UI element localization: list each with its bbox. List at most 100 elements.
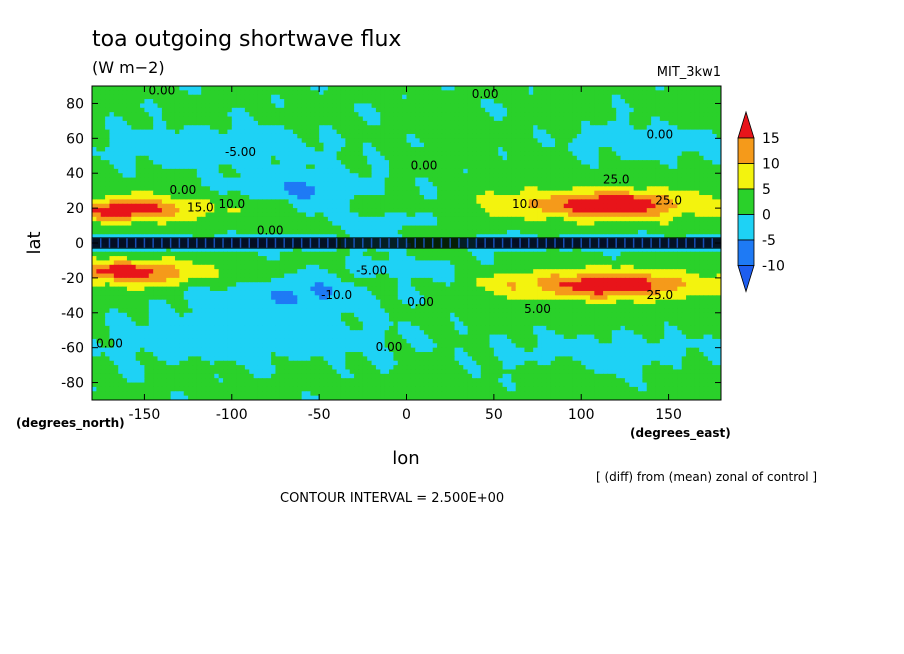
field-cell xyxy=(218,190,224,196)
field-cell xyxy=(393,99,399,105)
field-cell xyxy=(179,195,185,200)
field-cell xyxy=(638,99,643,105)
field-cell xyxy=(419,147,425,153)
field-cell xyxy=(358,94,364,100)
field-cell xyxy=(611,173,617,179)
field-cell xyxy=(410,147,416,153)
field-cell xyxy=(528,186,534,192)
field-cell xyxy=(148,129,154,135)
field-cell xyxy=(314,147,320,153)
field-cell xyxy=(223,133,229,139)
field-cell xyxy=(279,155,285,161)
field-cell xyxy=(279,177,285,183)
field-cell xyxy=(249,181,255,187)
field-cell xyxy=(358,155,364,161)
field-cell xyxy=(546,147,552,153)
field-cell xyxy=(284,173,290,179)
field-cell xyxy=(188,120,194,126)
field-cell xyxy=(314,138,320,144)
field-cell xyxy=(694,129,700,135)
field-cell xyxy=(367,112,373,118)
field-cell xyxy=(144,147,150,153)
field-cell xyxy=(262,86,268,91)
field-cell xyxy=(607,129,613,135)
field-cell xyxy=(633,190,639,196)
field-cell xyxy=(100,103,106,109)
field-cell xyxy=(450,160,456,166)
field-cell xyxy=(585,225,591,231)
field-cell xyxy=(485,160,491,166)
field-cell xyxy=(301,164,307,170)
field-cell xyxy=(533,208,539,214)
field-cell xyxy=(148,125,154,131)
field-cell xyxy=(541,195,547,200)
field-cell xyxy=(624,225,630,231)
field-cell xyxy=(677,186,683,192)
field-cell xyxy=(686,225,692,231)
field-cell xyxy=(349,129,355,135)
field-cell xyxy=(105,142,111,148)
field-cell xyxy=(310,177,316,183)
field-cell xyxy=(201,116,207,122)
field-cell xyxy=(148,103,154,109)
field-cell xyxy=(467,234,473,240)
field-cell xyxy=(537,186,543,192)
field-cell xyxy=(271,147,277,153)
field-cell xyxy=(306,86,311,91)
field-cell xyxy=(292,90,298,96)
field-cell xyxy=(257,216,263,222)
field-cell xyxy=(450,151,456,157)
field-cell xyxy=(642,190,648,196)
field-cell xyxy=(336,116,342,122)
field-cell xyxy=(214,99,220,105)
field-cell xyxy=(406,129,412,135)
field-cell xyxy=(327,173,333,179)
field-cell xyxy=(218,199,224,205)
field-cell xyxy=(415,177,421,183)
field-cell xyxy=(170,181,176,187)
field-cell xyxy=(480,125,486,131)
field-cell xyxy=(148,107,154,113)
field-cell xyxy=(485,94,491,100)
field-cell xyxy=(620,164,626,170)
field-cell xyxy=(284,212,290,218)
field-cell xyxy=(214,151,220,157)
field-cell xyxy=(511,221,517,227)
field-cell xyxy=(716,173,721,179)
field-cell xyxy=(362,86,368,91)
field-cell xyxy=(209,133,215,139)
field-cell xyxy=(493,107,499,113)
field-cell xyxy=(131,151,137,157)
field-cell xyxy=(196,138,202,144)
field-cell xyxy=(380,221,386,227)
field-cell xyxy=(454,168,460,174)
field-cell xyxy=(314,90,320,96)
field-cell xyxy=(476,181,482,187)
field-cell xyxy=(227,112,233,118)
field-cell xyxy=(227,160,233,166)
field-cell xyxy=(271,181,277,187)
field-cell xyxy=(249,160,255,166)
field-cell xyxy=(266,234,272,240)
field-cell xyxy=(629,160,635,166)
field-cell xyxy=(292,147,298,153)
field-cell xyxy=(279,199,285,205)
field-cell xyxy=(144,216,150,222)
field-cell xyxy=(92,181,97,187)
field-cell xyxy=(161,107,167,113)
field-cell xyxy=(572,203,578,209)
field-cell xyxy=(253,173,259,179)
field-cell xyxy=(467,147,473,153)
field-cell xyxy=(524,177,530,183)
field-cell xyxy=(319,155,325,161)
field-cell xyxy=(201,103,207,109)
field-cell xyxy=(148,186,154,192)
field-cell xyxy=(262,234,268,240)
field-cell xyxy=(153,177,159,183)
field-cell xyxy=(393,190,399,196)
field-cell xyxy=(192,190,198,196)
field-cell xyxy=(218,168,224,174)
field-cell xyxy=(192,221,198,227)
field-cell xyxy=(515,125,521,131)
field-cell xyxy=(183,103,189,109)
